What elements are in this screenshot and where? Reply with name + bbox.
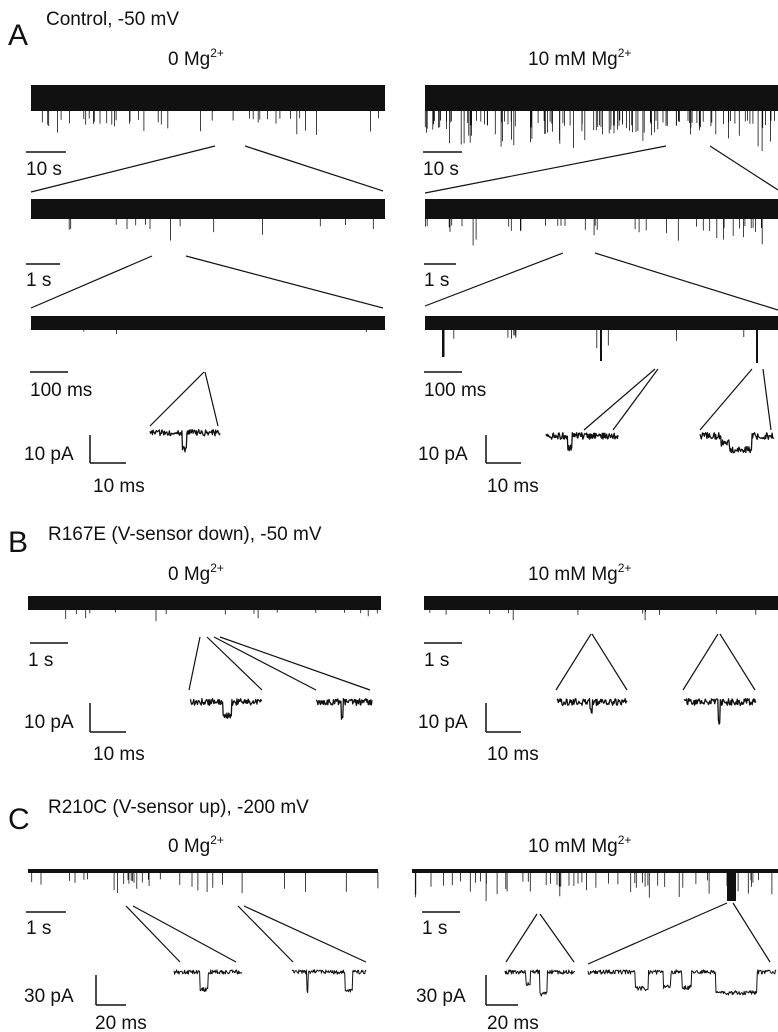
zoom-lines-c-left xyxy=(125,905,367,963)
svg-text:10 ms: 10 ms xyxy=(487,476,539,497)
scalebar-a-right-100ms: 100 ms xyxy=(424,371,486,401)
zoom-lines-a-right-4 xyxy=(699,368,772,431)
burst-a-right-2 xyxy=(600,323,602,361)
trace-a-right-1s xyxy=(425,199,778,246)
scalebar-a-right-10s: 10 s xyxy=(423,151,462,180)
scalebar-b-left-pa: 10 pA 10 ms xyxy=(24,703,145,765)
panel-b-condition-right: 10 mM Mg2+ xyxy=(528,561,631,585)
trace-a-left-1s xyxy=(31,199,385,241)
zoom-lines-a-left-3 xyxy=(149,371,219,427)
burst-a-right-1 xyxy=(442,323,445,357)
svg-text:20 ms: 20 ms xyxy=(95,1013,147,1032)
svg-text:10 s: 10 s xyxy=(423,159,459,180)
svg-text:10 s: 10 s xyxy=(26,159,62,180)
trace-c-right xyxy=(412,869,778,902)
zoom-lines-a-right-2 xyxy=(424,252,778,311)
zoom-lines-a-left-2 xyxy=(30,255,384,309)
zoom-lines-c-right xyxy=(505,902,771,965)
panel-c-letter: C xyxy=(8,803,30,836)
panel-c-title: R210C (V-sensor up), -200 mV xyxy=(48,797,309,818)
panel-b: B R167E (V-sensor down), -50 mV 0 Mg2+ 1… xyxy=(8,524,778,765)
svg-text:1 s: 1 s xyxy=(26,270,51,291)
scalebar-a-left-100ms: 100 ms xyxy=(30,371,92,401)
panel-c-condition-right: 10 mM Mg2+ xyxy=(528,833,631,857)
event-c-right-1 xyxy=(504,969,576,997)
scalebar-a-left-10s: 10 s xyxy=(26,151,66,180)
panel-b-condition-left: 0 Mg2+ xyxy=(168,561,224,585)
scalebar-a-right-1s: 1 s xyxy=(424,263,456,291)
event-a-left xyxy=(149,428,221,453)
panel-a: A Control, -50 mV 0 Mg2+ 10 mM Mg2+ 10 s… xyxy=(8,9,778,497)
panel-b-letter: B xyxy=(8,526,28,559)
svg-text:30 pA: 30 pA xyxy=(416,986,466,1007)
svg-text:1 s: 1 s xyxy=(424,270,449,291)
trace-a-left-10s xyxy=(31,85,385,135)
scalebar-c-left-1s: 1 s xyxy=(26,911,66,939)
scalebar-c-left-pa: 30 pA 20 ms xyxy=(24,975,147,1032)
burst-a-right-3 xyxy=(756,323,758,363)
event-b-left-2 xyxy=(315,698,373,720)
svg-text:10 ms: 10 ms xyxy=(93,476,145,497)
panel-c-condition-left: 0 Mg2+ xyxy=(168,833,224,857)
svg-text:1 s: 1 s xyxy=(422,918,447,939)
svg-text:1 s: 1 s xyxy=(26,918,51,939)
zoom-lines-b-left xyxy=(188,636,371,691)
svg-text:10 pA: 10 pA xyxy=(418,444,468,465)
scalebar-a-left-pa: 10 pA 10 ms xyxy=(24,435,145,497)
event-a-right-1 xyxy=(545,432,619,452)
svg-text:100 ms: 100 ms xyxy=(424,380,486,401)
svg-text:30 pA: 30 pA xyxy=(24,986,74,1007)
event-b-left-1 xyxy=(189,698,263,719)
svg-text:1 s: 1 s xyxy=(424,650,449,671)
panel-a-title: Control, -50 mV xyxy=(46,9,179,30)
zoom-lines-b-right xyxy=(555,633,756,691)
scalebar-b-right-pa: 10 pA 10 ms xyxy=(418,703,539,765)
event-c-left-2 xyxy=(291,969,367,994)
zoom-lines-a-right-3 xyxy=(583,368,659,431)
svg-text:10 pA: 10 pA xyxy=(24,444,74,465)
svg-text:10 pA: 10 pA xyxy=(24,712,74,733)
zoom-lines-a-left-1 xyxy=(30,145,384,193)
event-b-right-2 xyxy=(683,697,757,725)
svg-text:10 ms: 10 ms xyxy=(487,744,539,765)
svg-text:1 s: 1 s xyxy=(28,650,53,671)
svg-text:100 ms: 100 ms xyxy=(30,380,92,401)
zoom-lines-a-right-1 xyxy=(424,145,778,194)
scalebar-b-right-1s: 1 s xyxy=(424,642,462,671)
event-c-left-1 xyxy=(173,969,243,992)
trace-c-left xyxy=(28,869,379,894)
trace-b-right xyxy=(424,596,778,621)
panel-a-condition-right: 10 mM Mg2+ xyxy=(528,46,631,70)
event-c-right-2 xyxy=(587,969,777,996)
burst-c-right xyxy=(727,871,736,901)
panel-a-condition-left: 0 Mg2+ xyxy=(168,46,224,70)
event-a-right-2 xyxy=(699,432,775,454)
scalebar-b-left-1s: 1 s xyxy=(28,642,68,671)
svg-text:20 ms: 20 ms xyxy=(487,1013,539,1032)
scalebar-a-left-1s: 1 s xyxy=(26,263,60,291)
scalebar-a-right-pa: 10 pA 10 ms xyxy=(418,435,539,497)
panel-c: C R210C (V-sensor up), -200 mV 0 Mg2+ 10… xyxy=(8,797,778,1032)
svg-text:10 ms: 10 ms xyxy=(93,744,145,765)
svg-text:10 pA: 10 pA xyxy=(418,712,468,733)
trace-b-left xyxy=(28,596,381,622)
event-b-right-1 xyxy=(556,698,628,714)
trace-a-right-10s xyxy=(424,85,778,151)
panel-a-letter: A xyxy=(8,19,28,52)
scalebar-c-right-1s: 1 s xyxy=(422,911,460,939)
trace-a-left-100ms xyxy=(31,316,385,334)
panel-b-title: R167E (V-sensor down), -50 mV xyxy=(48,524,322,545)
scalebar-c-right-pa: 30 pA 20 ms xyxy=(416,975,539,1032)
